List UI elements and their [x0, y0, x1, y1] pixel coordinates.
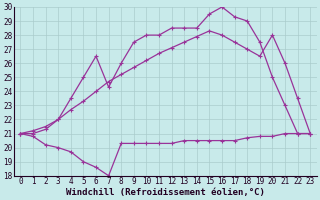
X-axis label: Windchill (Refroidissement éolien,°C): Windchill (Refroidissement éolien,°C): [66, 188, 265, 197]
